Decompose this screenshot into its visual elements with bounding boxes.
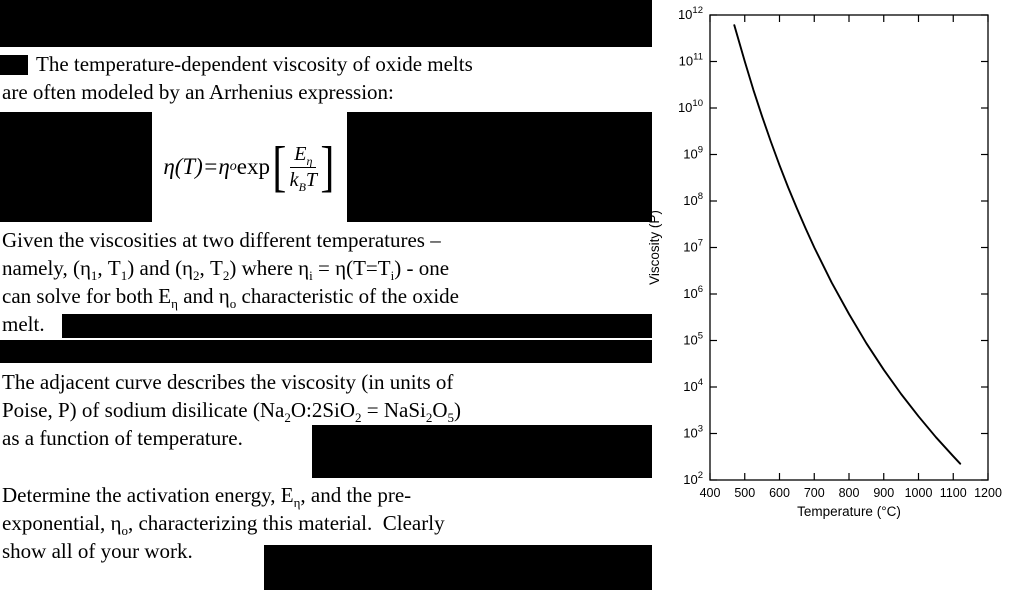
equation-denominator: kBT — [289, 168, 318, 194]
text-line: show all of your work. — [2, 539, 193, 563]
text-line: Given the viscosities at two different t… — [2, 228, 441, 252]
x-tick-label: 400 — [700, 486, 721, 500]
y-axis-title: Viscosity (P) — [647, 210, 662, 285]
redaction-bar-bottom — [264, 545, 652, 590]
text-line: melt. — [2, 312, 45, 336]
redaction-bar-equation-right — [347, 112, 652, 222]
y-tick-label: 1011 — [679, 52, 703, 69]
text-line: are often modeled by an Arrhenius expres… — [2, 80, 394, 104]
viscosity-chart: 400 500 600 700 800 900 1000 1100 1200 102 103 104 1… — [645, 0, 1024, 530]
x-tick-label: 800 — [839, 486, 860, 500]
y-tick-label: 105 — [683, 331, 703, 348]
y-tick-label: 1012 — [678, 5, 703, 22]
text-line: namely, (η1, T1) and (η2, T2) where ηi =… — [2, 256, 450, 284]
redaction-bar-equation-left — [0, 112, 152, 222]
viscosity-chart-svg: 400 500 600 700 800 900 1000 1100 1200 102 103 104 1… — [647, 5, 1002, 519]
y-tick-label: 108 — [683, 191, 703, 208]
equation-left-bracket: [ — [272, 135, 287, 198]
redaction-patch-line-start — [0, 55, 28, 75]
equation-exp: exp — [236, 154, 271, 179]
text-line: Poise, P) of sodium disilicate (Na2O:2Si… — [2, 398, 462, 426]
equation-prefactor: η — [218, 154, 230, 179]
paragraph-intro: The temperature-dependent viscosity of o… — [2, 50, 647, 106]
text-line: exponential, ηo, characterizing this mat… — [2, 511, 445, 539]
x-tick-label: 1200 — [974, 486, 1002, 500]
paragraph-given-viscosities: Given the viscosities at two different t… — [2, 226, 647, 338]
equation-right-bracket: ] — [320, 135, 335, 198]
y-tick-label: 106 — [683, 284, 703, 301]
x-tick-label: 500 — [734, 486, 755, 500]
redaction-bar-top — [0, 0, 652, 47]
equation-equals: = — [202, 154, 219, 179]
x-tick-label: 1000 — [905, 486, 933, 500]
x-tick-label: 600 — [769, 486, 790, 500]
y-tick-label: 1010 — [678, 98, 703, 115]
viscosity-curve — [733, 24, 962, 465]
text-line: The temperature-dependent viscosity of o… — [36, 52, 473, 76]
paragraph-determine: Determine the activation energy, Eη, and… — [2, 481, 647, 565]
text-line: can solve for both Eη and ηo characteris… — [2, 284, 459, 312]
y-tick-label: 104 — [683, 377, 703, 394]
y-tick-label: 107 — [683, 238, 703, 255]
paragraph-adjacent-curve: The adjacent curve describes the viscosi… — [2, 368, 647, 452]
equation-lhs: η(T) — [163, 154, 203, 179]
x-tick-label: 900 — [873, 486, 894, 500]
x-axis-title: Temperature (°C) — [797, 504, 901, 519]
text-line: as a function of temperature. — [2, 426, 243, 450]
text-line: Determine the activation energy, Eη, and… — [2, 483, 412, 511]
x-tick-label: 1100 — [940, 486, 967, 500]
y-tick-label: 109 — [683, 145, 703, 162]
x-tick-label: 700 — [804, 486, 825, 500]
y-tick-label: 102 — [683, 470, 703, 487]
redaction-bar-after-melt — [62, 314, 652, 338]
equation-numerator: Eη — [290, 143, 317, 168]
y-tick-label: 103 — [683, 424, 703, 441]
redaction-bar-after-temperature — [312, 425, 652, 478]
text-line: The adjacent curve describes the viscosi… — [2, 370, 454, 394]
equation-fraction: Eη kBT — [289, 143, 318, 194]
redaction-bar-full-width — [0, 340, 652, 363]
